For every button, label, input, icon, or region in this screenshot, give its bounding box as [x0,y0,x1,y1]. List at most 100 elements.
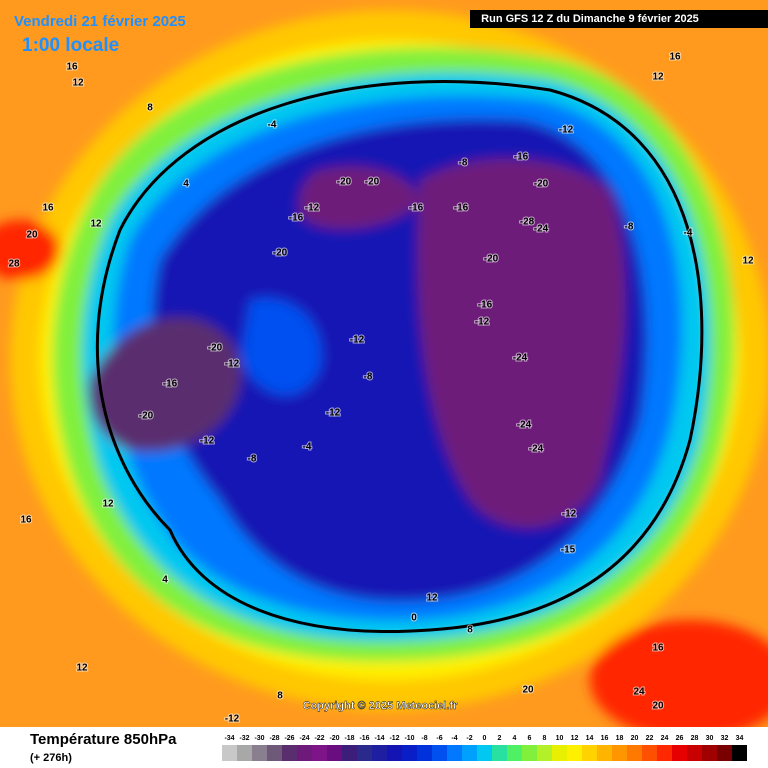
scale-swatch [402,745,417,761]
scale-label: 34 [736,735,744,742]
scale-swatch [657,745,672,761]
scale-swatch [567,745,582,761]
contour-label: 8 [277,691,283,702]
scale-swatch [687,745,702,761]
contour-label: 4 [162,575,168,586]
contour-label: 24 [633,687,645,698]
scale-label: -18 [344,735,354,742]
contour-label: -12 [305,203,320,214]
contour-label: 16 [66,62,78,73]
scale-swatch [702,745,717,761]
contour-label: -20 [208,343,223,354]
contour-label: -4 [684,228,693,239]
scale-label: -22 [314,735,324,742]
scale-swatch [462,745,477,761]
contour-label: -12 [225,359,240,370]
scale-label: 2 [498,735,502,742]
contour-label: -28 [520,217,535,228]
scale-label: -26 [284,735,294,742]
scale-swatch [492,745,507,761]
contour-label: -8 [625,222,634,233]
scale-label: 4 [513,735,517,742]
footer-title: Température 850hPa [30,731,177,748]
contour-label: -20 [534,179,549,190]
contour-label: 12 [426,593,438,604]
contour-label: -24 [513,353,528,364]
date: Vendredi 21 février 2025 [14,13,186,30]
contour-label: -12 [326,408,341,419]
contour-label: -20 [484,254,499,265]
scale-swatch [357,745,372,761]
scale-label: 28 [691,735,699,742]
contour-label: 8 [147,103,153,114]
contour-label: 20 [26,230,38,241]
scale-label: 14 [586,735,594,742]
scale-swatch [537,745,552,761]
contour-label: 12 [742,256,754,267]
scale-label: -32 [239,735,249,742]
zero-isotherm [95,80,704,634]
scale-label: 22 [646,735,654,742]
scale-swatch [582,745,597,761]
contour-label: 16 [652,643,664,654]
color-scale: -34 -32 -30 -28 -26 -24 -22 -20 -18 -16 -14 -12 -10-… [222,735,747,761]
run: Run GFS 12 Z du Dimanche 9 février 2025 [481,13,699,25]
contour-label: -8 [364,372,373,383]
scale-label: -14 [374,735,384,742]
scale-swatch [507,745,522,761]
scale-label: 18 [616,735,624,742]
scale-swatch [552,745,567,761]
run-box [470,10,768,28]
scale-swatch [522,745,537,761]
contour-label: -12 [562,509,577,520]
scale-swatch [222,745,237,761]
scale-swatch [327,745,342,761]
scale-swatch [282,745,297,761]
contour-label: -8 [459,158,468,169]
contour-label: -24 [517,420,532,431]
scale-swatch [297,745,312,761]
contour-label: 8 [467,625,473,636]
contour-label: -12 [225,714,240,725]
scale-swatch [387,745,402,761]
scale-swatch [717,745,732,761]
contour-label: -12 [475,317,490,328]
scale-swatch [417,745,432,761]
contour-label: 28 [8,259,20,270]
contour-label: 16 [42,203,54,214]
scale-label: -28 [269,735,279,742]
scale-label: 24 [661,735,669,742]
scale-label: 8 [543,735,547,742]
scale-swatch [432,745,447,761]
scale-swatch [477,745,492,761]
scale-swatch [642,745,657,761]
contour-label: 16 [669,52,681,63]
contour-label: 12 [102,499,114,510]
contour-label: -16 [289,213,304,224]
contour-label: -12 [200,436,215,447]
contour-label: 12 [72,78,84,89]
scale-label: -10 [404,735,414,742]
contour-label: -24 [529,444,544,455]
scale-label: -20 [329,735,339,742]
time: 1:00 locale [22,35,119,56]
contour-label: -20 [139,411,154,422]
scale-label: -6 [436,735,442,742]
contour-label: 20 [652,701,664,712]
contour-label: 20 [522,685,534,696]
scale-swatch [732,745,747,761]
contour-label: -12 [559,125,574,136]
scale-label: -30 [254,735,264,742]
scale-label: 32 [721,735,729,742]
scale-swatch [612,745,627,761]
temperature-field [0,10,768,740]
contour-label: -4 [303,442,312,453]
scale-label: -4 [451,735,457,742]
contour-label: 12 [652,72,664,83]
scale-label: -34 [224,735,234,742]
contour-label: -16 [478,300,493,311]
contour-label: -4 [268,120,277,131]
contour-label: -24 [534,224,549,235]
